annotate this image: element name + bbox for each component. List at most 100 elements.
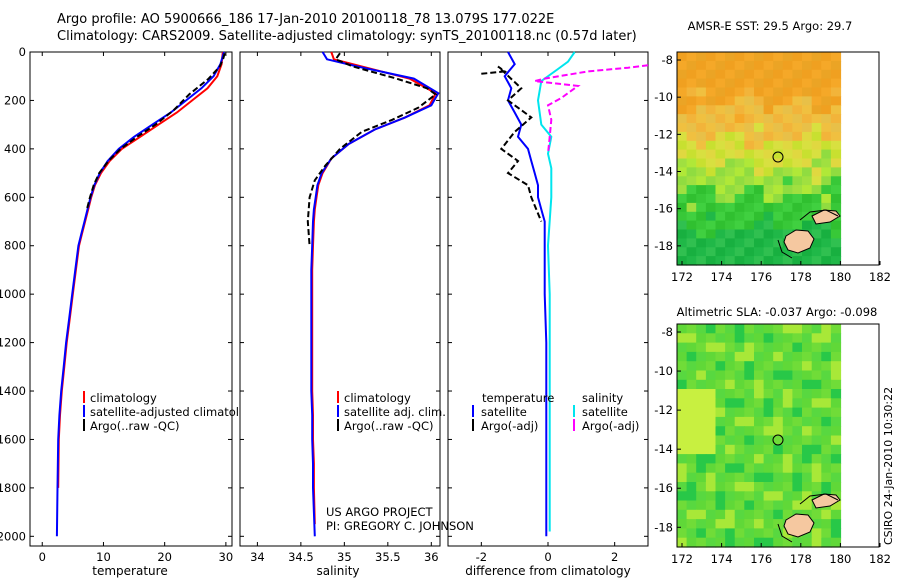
series-line-satellite-adj-clim [310,51,440,537]
map-cell [734,416,745,427]
map-cell [705,247,717,257]
map-cell [686,114,697,124]
map-cell [686,528,697,539]
map-cell [705,87,717,97]
map-cell [811,472,822,483]
sst-map: AMSR-E SST: 29.5 Argo: 29.7 172 174 176 178… [654,19,891,284]
map-cell [763,389,774,399]
map-cell [744,69,755,80]
map-cell [821,379,832,390]
map-cell [773,472,784,483]
map-cell [705,361,717,372]
map-cell [802,361,813,372]
map-cell [677,463,688,474]
map-cell [734,482,745,492]
map-cell [725,114,736,124]
x-tick-label: -2 [476,550,487,564]
map-cell [811,140,822,151]
map-cell [705,398,717,409]
map-cell [686,351,697,362]
difference-series [481,51,649,537]
map-cell [802,324,813,334]
map-cell [811,149,822,160]
map-y-tick-label: -8 [662,325,673,339]
map-cell [821,528,832,539]
map-cell [754,238,765,248]
map-cell [744,342,755,353]
map-cell [696,500,707,511]
map-cell [792,407,803,418]
timestamp-stamp: CSIRO 24-Jan-2010 10:30:22 [882,386,895,545]
map-cell [705,407,717,418]
map-cell [725,389,736,399]
map-cell [830,176,842,186]
map-cell [754,361,765,372]
map-cell [686,454,697,464]
map-cell [821,167,832,177]
map-cell [792,167,803,177]
map-cell [763,229,774,239]
map-cell [830,229,842,239]
legend-label-temp-satellite: satellite [481,405,527,419]
map-cell [802,463,813,474]
map-cell [821,114,832,124]
map-cell [725,123,736,133]
map-cell [792,96,803,106]
map-cell [744,123,755,133]
map-cell [734,238,745,248]
map-cell [744,537,755,548]
map-cell [830,167,842,177]
map-cell [725,176,736,186]
map-cell [782,69,793,80]
map-cell [802,426,813,437]
map-cell [811,176,822,186]
figure-title-line2: Climatology: CARS2009. Satellite-adjuste… [57,29,637,44]
map-cell [725,361,736,372]
map-cell [744,202,755,213]
map-cell [696,185,707,195]
map-cell [811,444,822,455]
legend-label-climatology: climatology [344,391,411,405]
map-cell [763,123,774,133]
map-cell [734,87,745,97]
series-line-salinity-satellite [536,51,576,532]
map-cell [744,528,755,539]
map-x-tick-label: 172 [671,270,693,284]
map-cell [686,256,697,266]
map-cell [686,220,697,231]
map-cell [782,167,793,177]
map-cell [821,78,832,89]
map-cell [763,247,774,257]
map-cell [754,491,765,502]
map-cell [686,472,697,483]
map-cell [696,78,707,89]
map-cell [696,324,707,334]
map-cell [686,491,697,502]
map-cell [763,509,774,520]
map-cell [821,389,832,399]
map-cell [686,123,697,133]
map-cell [782,96,793,106]
map-cell [811,482,822,492]
map-cell [705,105,717,115]
x-tick-label: 0 [544,550,551,564]
map-cell [821,149,832,160]
map-cell [705,333,717,344]
map-cell [725,435,736,446]
map-cell [792,69,803,80]
map-cell [802,482,813,492]
map-cell [686,500,697,511]
map-cell [802,194,813,204]
map-cell [763,528,774,539]
map-cell [715,519,726,529]
sla-map: Altimetric SLA: -0.037 Argo: -0.098 172 1… [654,305,891,566]
map-cell [696,87,707,97]
map-cell [696,416,707,427]
map-cell [821,398,832,409]
sla-field [677,324,842,548]
map-cell [763,491,774,502]
map-cell [715,500,726,511]
map-cell [782,220,793,231]
map-cell [782,131,793,142]
map-cell [773,256,784,266]
